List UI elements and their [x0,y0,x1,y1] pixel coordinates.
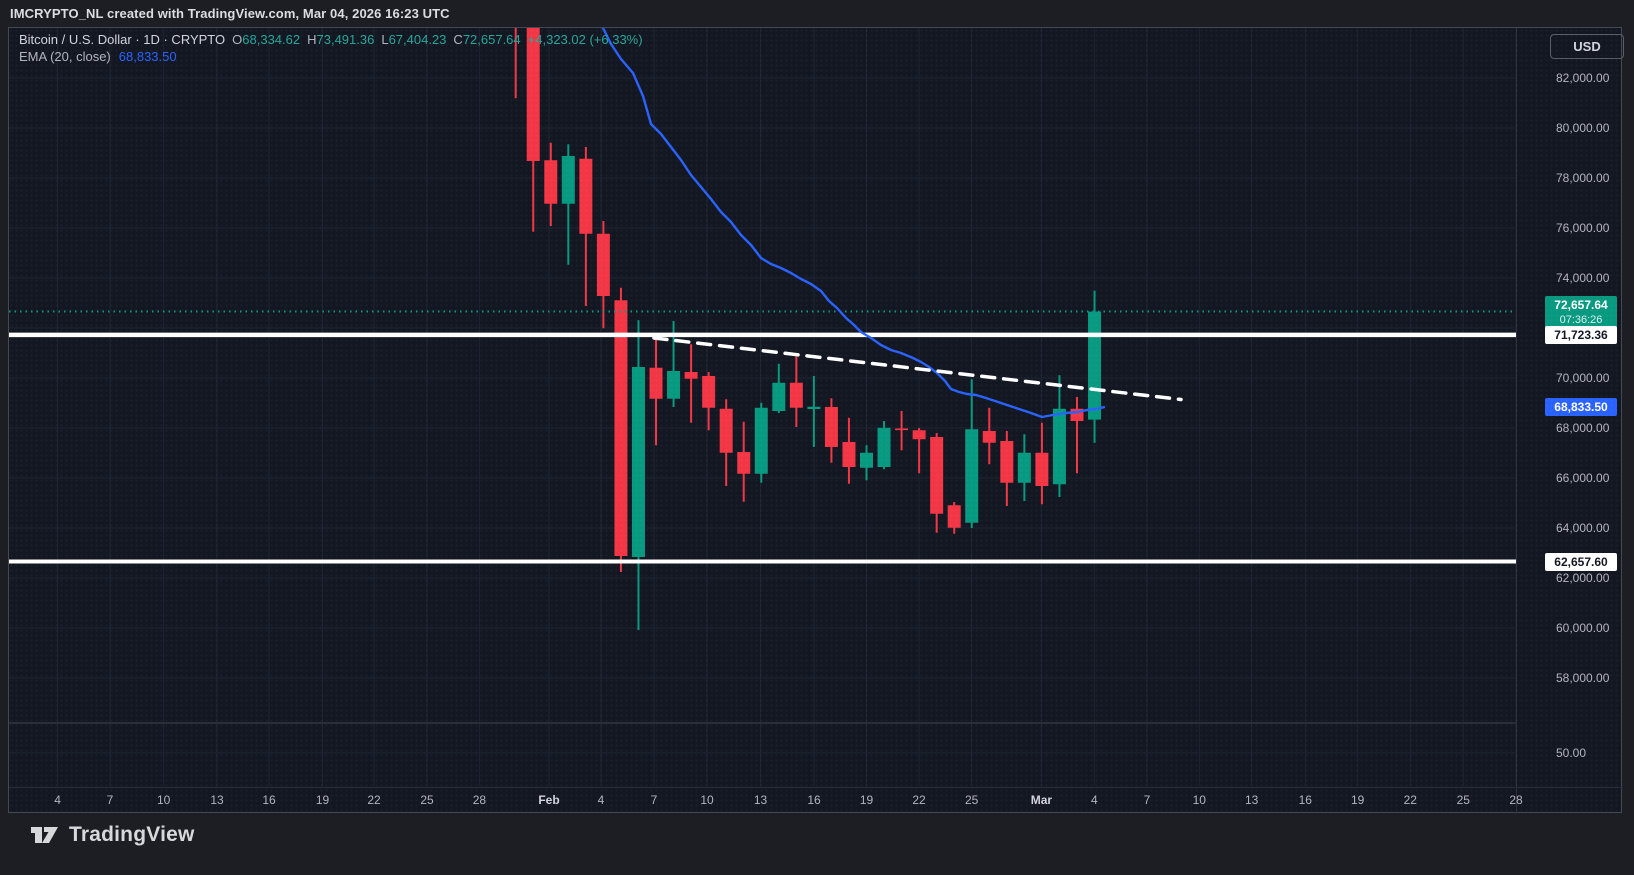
time-axis-label: 19 [1351,793,1365,807]
high-label: H [307,32,317,47]
time-axis[interactable]: 4 7 10 13 16 19 22 25 28 Feb 4 7 10 13 16 19 22 25 Mar 4 7 10… [9,787,1623,814]
time-axis-label: 16 [807,793,821,807]
open-value: 68,334.62 [242,32,301,47]
time-axis-label: 25 [1456,793,1470,807]
chart-plot-area[interactable]: Bitcoin / U.S. Dollar · 1D · CRYPTO O68,3… [9,28,1516,786]
chart-widget: Bitcoin / U.S. Dollar · 1D · CRYPTO O68,3… [8,27,1624,814]
time-axis-label: 10 [157,793,171,807]
time-axis-label: 10 [1192,793,1206,807]
time-axis-label: 19 [859,793,874,807]
close-label: C [453,32,463,47]
symbol-title: Bitcoin / U.S. Dollar · 1D · CRYPTO [19,32,226,47]
attribution-text: IMCRYPTO_NL created with TradingView.com… [10,6,450,21]
last-price-badge: 72,657.64 07:36:26 [1545,295,1617,328]
open-label: O [232,32,243,47]
price-axis-label: 70,000.00 [1556,371,1610,385]
time-axis-label: 25 [420,793,434,807]
legend-symbol-row: Bitcoin / U.S. Dollar · 1D · CRYPTO O68,3… [19,31,643,48]
ema-label: EMA (20, close) [19,49,111,64]
tradingview-icon [31,827,58,843]
price-axis-label: 76,000.00 [1556,221,1610,235]
sub-pane [9,722,1516,754]
time-axis-month-label: Mar [1030,793,1053,807]
time-axis-label: 4 [54,793,61,807]
candlestick-canvas[interactable] [9,28,1516,786]
candlesticks [514,28,1102,630]
resistance-price-badge: 71,723.36 [1545,325,1617,344]
sub-pane-scale-label: 50.00 [1556,746,1587,760]
ema-price-badge: 68,833.50 [1545,398,1617,417]
time-axis-label: 7 [106,793,114,807]
price-axis-label: 60,000.00 [1556,621,1610,635]
time-axis-label: 22 [1403,793,1417,807]
ema-value: 68,833.50 [118,49,177,64]
chart-legend: Bitcoin / U.S. Dollar · 1D · CRYPTO O68,3… [19,31,643,65]
time-axis-label: 19 [315,793,330,807]
price-axis-label: 62,000.00 [1556,571,1610,585]
price-axis-label: 78,000.00 [1556,171,1610,185]
time-axis-label: 10 [700,793,714,807]
time-axis-label: 16 [262,793,276,807]
ema-line [601,28,1106,419]
price-axis-label: 68,000.00 [1556,421,1610,435]
support-price-badge: 62,657.60 [1545,552,1617,571]
time-axis-label: 7 [650,793,658,807]
time-axis-label: 13 [210,793,224,807]
price-lines [9,310,1516,564]
time-axis-label: 28 [1509,793,1523,807]
change-value: +4,323.02 (+6.33%) [527,32,643,47]
low-label: L [381,32,389,47]
time-axis-label: 13 [753,793,768,807]
time-axis-label: 4 [597,793,605,807]
close-value: 72,657.64 [462,32,521,47]
price-axis-label: 58,000.00 [1556,671,1610,685]
price-axis-label: 82,000.00 [1556,71,1610,85]
time-axis-label: 13 [1245,793,1259,807]
horizontal-gridlines [9,77,1516,679]
time-axis-label: 4 [1090,793,1098,807]
price-axis-label: 80,000.00 [1556,121,1610,135]
vertical-gridlines [57,28,1516,786]
low-value: 67,404.23 [388,32,447,47]
tradingview-logo[interactable]: TradingView [30,822,195,848]
price-axis-label: 74,000.00 [1556,271,1610,285]
price-axis-label: 66,000.00 [1556,471,1610,485]
bar-countdown: 07:36:26 [1559,313,1603,326]
time-axis-month-label: Feb [538,793,560,807]
time-axis-label: 7 [1143,793,1151,807]
time-axis-label: 25 [965,793,979,807]
tradingview-wordmark: TradingView [69,823,195,846]
time-axis-label: 28 [472,793,487,807]
time-axis-label: 22 [912,793,926,807]
time-axis-label: 22 [367,793,381,807]
time-axis-label: 16 [1298,793,1312,807]
price-axis[interactable]: USD 82,000.00 80,000.00 78,000.00 76,000.00… [1516,28,1624,814]
legend-ema-row: EMA (20, close) 68,833.50 [19,48,643,65]
high-value: 73,491.36 [316,32,375,47]
trendline-dashed [652,336,1183,402]
price-axis-label: 64,000.00 [1556,521,1610,535]
currency-toggle-button[interactable]: USD [1550,34,1624,59]
